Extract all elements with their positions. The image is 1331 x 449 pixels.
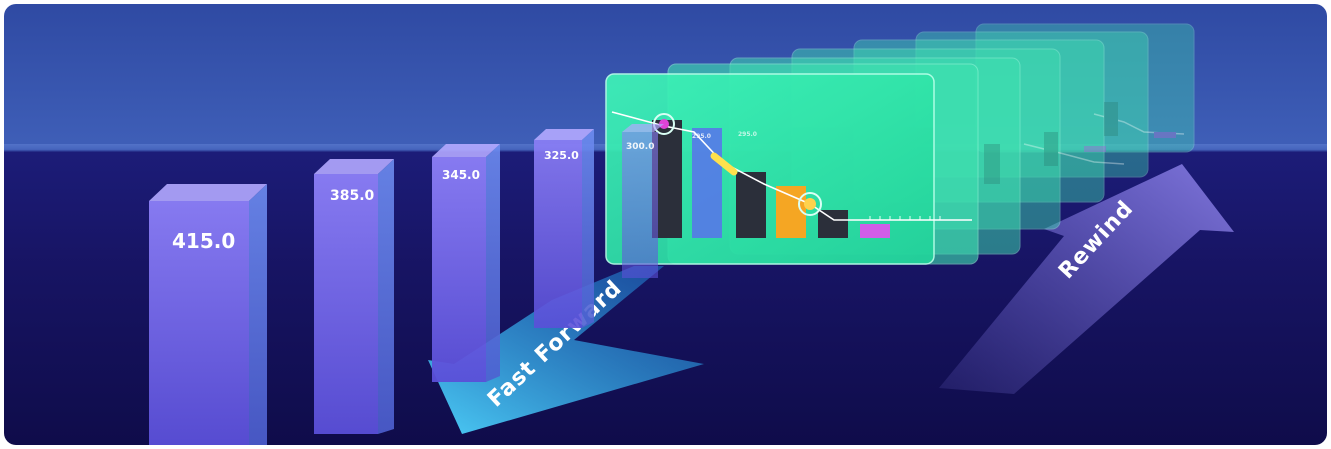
panel-trend-line <box>611 111 972 221</box>
panel-bar-2 <box>692 128 722 238</box>
bar-label-385: 385.0 <box>330 188 375 204</box>
animation-scene: Rewind <box>149 23 1234 445</box>
panel-bar-6 <box>860 224 890 238</box>
panel-tag-3: 295.0 <box>738 131 757 138</box>
panel-ticks <box>869 216 941 220</box>
bar-385: 385.0 <box>314 159 394 434</box>
bar-325: 325.0 <box>534 129 594 328</box>
panel-tag-2: 295.0 <box>692 133 711 140</box>
promo-banner: Rewind <box>4 4 1327 445</box>
bar-label-300: 300.0 <box>626 142 654 152</box>
bar-label-345: 345.0 <box>442 168 480 182</box>
panel-bar-5 <box>818 210 848 238</box>
panel-bar-4 <box>776 186 806 238</box>
chart-panel: 295.0 295.0 <box>605 73 972 265</box>
motion-streak <box>710 152 738 176</box>
marker-current <box>798 192 822 216</box>
bar-label-325: 325.0 <box>544 149 579 162</box>
bar-415: 415.0 <box>149 184 267 445</box>
bar-345: 345.0 <box>432 144 500 382</box>
rewind-arrow: Rewind <box>939 164 1234 394</box>
bar-label-415: 415.0 <box>172 229 235 253</box>
bar-300: 300.0 <box>622 124 664 278</box>
